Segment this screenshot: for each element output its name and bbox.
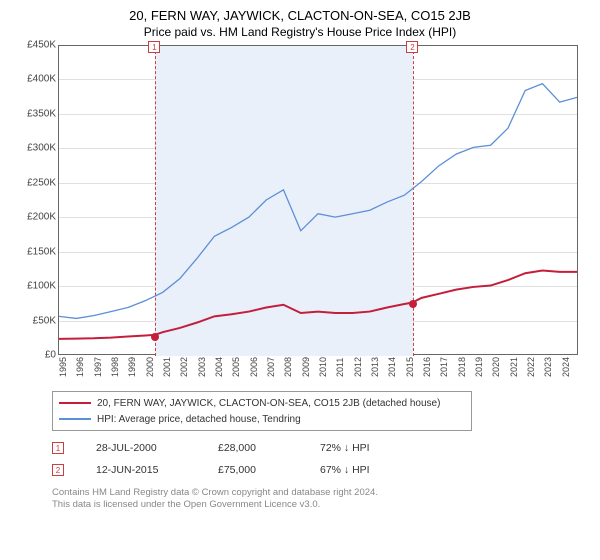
x-tick-label: 2024 bbox=[561, 347, 587, 377]
y-tick-label: £100K bbox=[18, 281, 56, 292]
legend-label: 20, FERN WAY, JAYWICK, CLACTON-ON-SEA, C… bbox=[97, 398, 440, 409]
plot bbox=[58, 45, 578, 355]
tx-price: £28,000 bbox=[218, 442, 288, 454]
legend: 20, FERN WAY, JAYWICK, CLACTON-ON-SEA, C… bbox=[52, 391, 472, 431]
chart-subtitle: Price paid vs. HM Land Registry's House … bbox=[10, 25, 590, 39]
marker-dot bbox=[409, 300, 417, 308]
marker-badge: 2 bbox=[52, 464, 64, 476]
footer-line: This data is licensed under the Open Gov… bbox=[52, 499, 590, 511]
footer: Contains HM Land Registry data © Crown c… bbox=[52, 487, 590, 512]
y-tick-label: £400K bbox=[18, 74, 56, 85]
tx-delta: 72% ↓ HPI bbox=[320, 442, 370, 454]
y-tick-label: £0 bbox=[18, 350, 56, 361]
chart-title: 20, FERN WAY, JAYWICK, CLACTON-ON-SEA, C… bbox=[10, 8, 590, 23]
tx-delta: 67% ↓ HPI bbox=[320, 464, 370, 476]
marker-badge: 1 bbox=[52, 442, 64, 454]
legend-item: HPI: Average price, detached house, Tend… bbox=[59, 411, 465, 427]
marker-dot bbox=[151, 333, 159, 341]
transactions-table: 1 28-JUL-2000 £28,000 72% ↓ HPI 2 12-JUN… bbox=[52, 437, 590, 481]
marker-badge: 1 bbox=[148, 41, 160, 53]
y-tick-label: £200K bbox=[18, 212, 56, 223]
legend-item: 20, FERN WAY, JAYWICK, CLACTON-ON-SEA, C… bbox=[59, 395, 465, 411]
y-tick-label: £450K bbox=[18, 40, 56, 51]
tx-price: £75,000 bbox=[218, 464, 288, 476]
y-tick-label: £250K bbox=[18, 177, 56, 188]
chart-area: £0 £50K £100K £150K £200K £250K £300K £350K £400… bbox=[18, 45, 588, 385]
y-tick-label: £350K bbox=[18, 108, 56, 119]
table-row: 1 28-JUL-2000 £28,000 72% ↓ HPI bbox=[52, 437, 590, 459]
tx-date: 28-JUL-2000 bbox=[96, 442, 186, 454]
marker-badge: 2 bbox=[406, 41, 418, 53]
y-tick-label: £300K bbox=[18, 143, 56, 154]
legend-label: HPI: Average price, detached house, Tend… bbox=[97, 414, 301, 425]
y-tick-label: £50K bbox=[18, 315, 56, 326]
tx-date: 12-JUN-2015 bbox=[96, 464, 186, 476]
footer-line: Contains HM Land Registry data © Crown c… bbox=[52, 487, 590, 499]
y-tick-label: £150K bbox=[18, 246, 56, 257]
table-row: 2 12-JUN-2015 £75,000 67% ↓ HPI bbox=[52, 459, 590, 481]
